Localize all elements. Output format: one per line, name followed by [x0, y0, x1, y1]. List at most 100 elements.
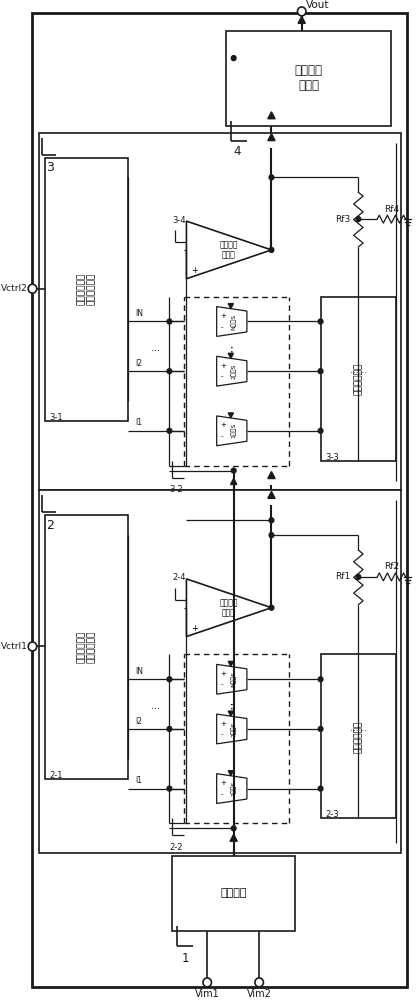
Circle shape: [356, 217, 361, 222]
Text: 4: 4: [234, 145, 241, 158]
Text: +: +: [220, 671, 226, 677]
Text: 2-2: 2-2: [169, 843, 183, 852]
Text: Rf3: Rf3: [336, 215, 351, 224]
Text: IN: IN: [136, 309, 144, 318]
Text: 2-1: 2-1: [50, 771, 63, 780]
Polygon shape: [298, 16, 305, 23]
FancyBboxPatch shape: [321, 297, 396, 461]
Text: -: -: [220, 374, 223, 380]
Circle shape: [167, 726, 172, 731]
FancyBboxPatch shape: [172, 856, 295, 931]
Circle shape: [167, 786, 172, 791]
Circle shape: [231, 826, 236, 831]
Text: 3-3: 3-3: [325, 453, 339, 462]
Text: 第二折叠
放大器: 第二折叠 放大器: [220, 240, 238, 260]
Text: 预放大器: 预放大器: [220, 888, 247, 898]
FancyBboxPatch shape: [39, 490, 401, 853]
Text: ......: ......: [350, 724, 367, 733]
Polygon shape: [186, 579, 272, 637]
Polygon shape: [268, 112, 275, 119]
Circle shape: [203, 978, 211, 987]
Circle shape: [318, 428, 323, 433]
Polygon shape: [268, 491, 275, 498]
Text: I1: I1: [136, 418, 142, 427]
Polygon shape: [186, 221, 272, 279]
Text: 3-1: 3-1: [50, 413, 63, 422]
FancyBboxPatch shape: [226, 31, 391, 126]
FancyBboxPatch shape: [32, 13, 406, 987]
Text: ⋯: ⋯: [225, 701, 238, 713]
Text: Rf2: Rf2: [384, 562, 399, 571]
Polygon shape: [268, 472, 275, 479]
Circle shape: [269, 533, 274, 538]
Text: 2: 2: [47, 519, 54, 532]
FancyBboxPatch shape: [45, 515, 128, 779]
Text: +: +: [220, 313, 226, 319]
Text: N单位S: N单位S: [230, 671, 236, 687]
Text: 3-4: 3-4: [172, 216, 186, 225]
Text: 1单位S: 1单位S: [230, 423, 236, 438]
Text: 1单位S: 1单位S: [230, 781, 236, 796]
Circle shape: [318, 677, 323, 682]
Polygon shape: [230, 479, 237, 484]
Circle shape: [269, 247, 274, 252]
Text: 2-3: 2-3: [325, 810, 339, 819]
Text: 第一重叠高斯
电流产生电路: 第一重叠高斯 电流产生电路: [77, 631, 96, 663]
Text: -: -: [220, 731, 223, 737]
Text: Vim2: Vim2: [247, 989, 272, 999]
Polygon shape: [217, 664, 247, 694]
Text: -: -: [220, 682, 223, 688]
Circle shape: [269, 175, 274, 180]
Circle shape: [269, 605, 274, 610]
Text: N单位S: N单位S: [230, 313, 236, 330]
Polygon shape: [228, 661, 233, 666]
Text: IN: IN: [136, 667, 144, 676]
Text: +: +: [220, 363, 226, 369]
Text: Vctrl1: Vctrl1: [1, 642, 28, 651]
Text: 第一衰减网络: 第一衰减网络: [354, 720, 363, 753]
Polygon shape: [228, 413, 233, 418]
Text: +: +: [220, 721, 226, 727]
Text: -: -: [220, 433, 223, 439]
Text: Vout: Vout: [305, 0, 329, 10]
Polygon shape: [217, 774, 247, 804]
Circle shape: [297, 7, 306, 16]
Circle shape: [318, 786, 323, 791]
Circle shape: [167, 319, 172, 324]
Circle shape: [167, 677, 172, 682]
Text: I2: I2: [136, 717, 142, 726]
Text: ⋯: ⋯: [225, 343, 238, 356]
Circle shape: [356, 574, 361, 579]
Polygon shape: [228, 353, 233, 358]
Text: +: +: [191, 624, 198, 633]
Circle shape: [28, 284, 37, 293]
Text: +: +: [220, 422, 226, 428]
Text: 第二衰减网络: 第二衰减网络: [354, 363, 363, 395]
Polygon shape: [230, 834, 237, 841]
Circle shape: [231, 468, 236, 473]
Text: 3: 3: [47, 161, 54, 174]
Circle shape: [269, 518, 274, 523]
Circle shape: [167, 369, 172, 374]
Text: 2单位S: 2单位S: [230, 721, 236, 737]
Text: 2单位S: 2单位S: [230, 363, 236, 379]
Text: Rf1: Rf1: [336, 572, 351, 581]
Text: ...: ...: [151, 701, 160, 711]
Text: I1: I1: [136, 776, 142, 785]
Polygon shape: [217, 356, 247, 386]
Circle shape: [231, 56, 236, 61]
Polygon shape: [228, 771, 233, 776]
Text: Vim1: Vim1: [195, 989, 220, 999]
Text: Vctrl2: Vctrl2: [1, 284, 28, 293]
Text: -: -: [220, 791, 223, 797]
Polygon shape: [228, 304, 233, 309]
Text: +: +: [191, 266, 198, 275]
FancyBboxPatch shape: [321, 654, 396, 818]
Text: +: +: [220, 780, 226, 786]
Circle shape: [318, 726, 323, 731]
Circle shape: [255, 978, 263, 987]
Text: 第一折叠
放大器: 第一折叠 放大器: [220, 598, 238, 617]
Text: 第二重叠高斯
电流产生电路: 第二重叠高斯 电流产生电路: [77, 273, 96, 305]
FancyBboxPatch shape: [45, 158, 128, 421]
Text: 2-4: 2-4: [172, 573, 186, 582]
